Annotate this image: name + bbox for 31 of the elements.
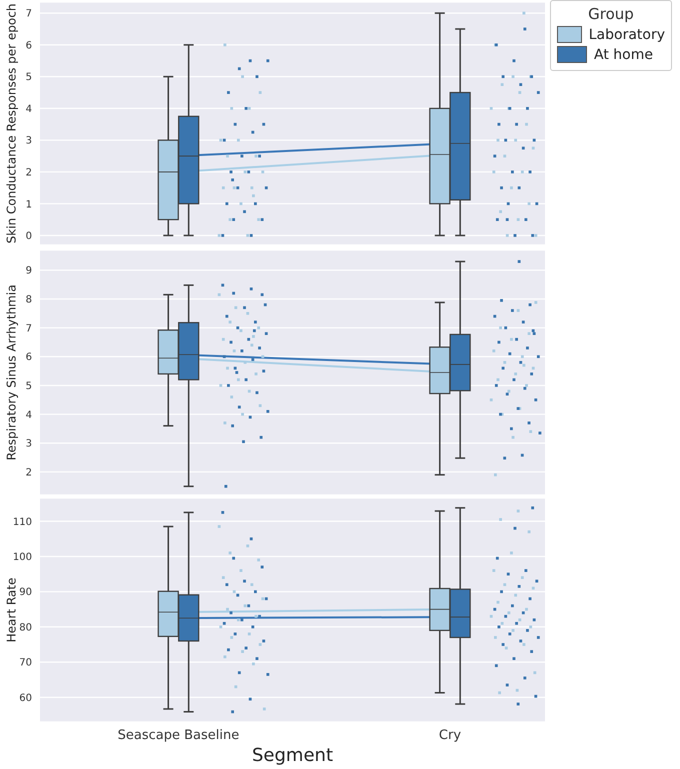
y-tick-label: 7 — [26, 323, 32, 334]
y-tick-label: 5 — [26, 381, 32, 392]
legend-label: Laboratory — [588, 26, 665, 42]
y-tick-label: 1 — [26, 199, 32, 210]
y-tick-label: 5 — [26, 72, 32, 84]
y-tick-label: 70 — [19, 658, 32, 669]
y-tick-label: 2 — [26, 167, 32, 178]
y-tick-label: 8 — [26, 294, 32, 306]
y-tick-label: 7 — [26, 8, 32, 20]
y-tick-label: 100 — [12, 552, 32, 564]
x-tick-label: Cry — [438, 728, 462, 744]
y-tick-label: 80 — [19, 622, 32, 634]
x-tick-label: Seascape Baseline — [118, 728, 240, 744]
legend-label: At home — [594, 46, 653, 62]
y-tick-label: 3 — [26, 438, 32, 450]
y-tick-label: 6 — [26, 352, 32, 364]
y-tick-label: 0 — [26, 231, 32, 242]
y-tick-label: 110 — [12, 516, 32, 528]
y-tick-label: 4 — [26, 410, 32, 421]
y-tick-label: 4 — [26, 104, 32, 115]
y-tick-label: 9 — [26, 266, 32, 277]
y-tick-label: 3 — [26, 136, 32, 147]
y-tick-label: 60 — [19, 692, 32, 704]
y-tick-label: 2 — [26, 467, 32, 478]
y-axis-title: Respiratory Sinus Arrhythmia — [4, 284, 18, 460]
x-axis-title: Segment — [252, 745, 333, 766]
y-axis-title: Heart Rate — [4, 578, 18, 642]
y-axis-title: Skin Conductance Responses per epoch — [4, 4, 18, 244]
y-tick-label: 90 — [19, 587, 32, 598]
legend-title: Group — [587, 5, 635, 23]
y-tick-label: 6 — [26, 40, 32, 52]
